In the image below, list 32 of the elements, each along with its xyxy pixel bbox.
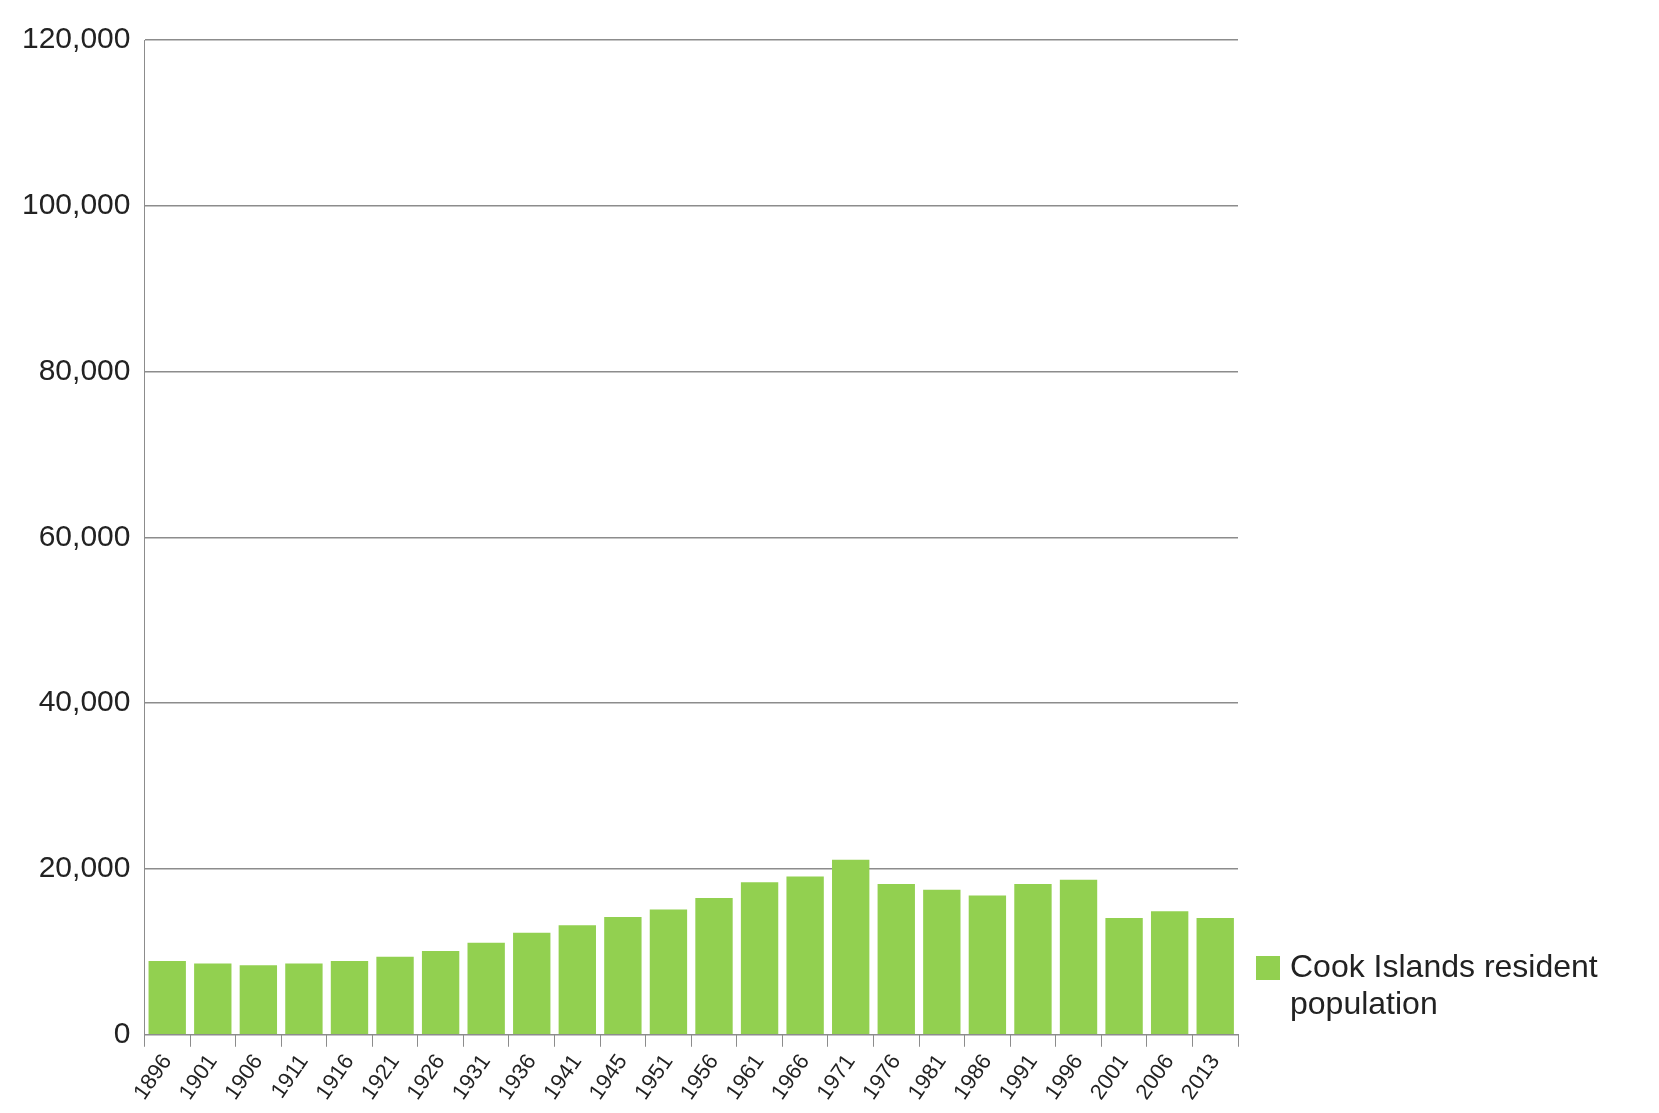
y-tick-label: 20,000 [38,850,131,884]
bar [1059,879,1098,1035]
bar [558,925,596,1035]
bar [194,963,232,1035]
bar [1014,883,1052,1035]
legend-label: Cook Islands resident population [1290,948,1599,1022]
bar [968,895,1007,1035]
bar [604,917,642,1035]
bar [695,897,733,1035]
bar [832,859,870,1035]
y-tick-label: 60,000 [38,518,131,552]
bar [239,965,278,1035]
y-tick-label: 120,000 [21,21,131,55]
bar [285,963,323,1035]
bar [513,932,551,1035]
bar [467,942,505,1035]
bar [649,909,688,1035]
bar [877,883,915,1035]
bar [421,951,460,1035]
y-tick-label: 100,000 [21,187,131,221]
y-tick-label: 40,000 [38,684,131,718]
y-tick-label: 80,000 [38,352,131,386]
bar [786,876,824,1035]
bar [923,889,961,1035]
bar [1105,917,1143,1035]
bar [1196,917,1234,1035]
bar [330,960,369,1035]
bar [1150,911,1189,1035]
bar [376,956,414,1035]
bar [740,882,779,1035]
y-tick-label: 0 [113,1016,131,1050]
bar [148,960,186,1035]
